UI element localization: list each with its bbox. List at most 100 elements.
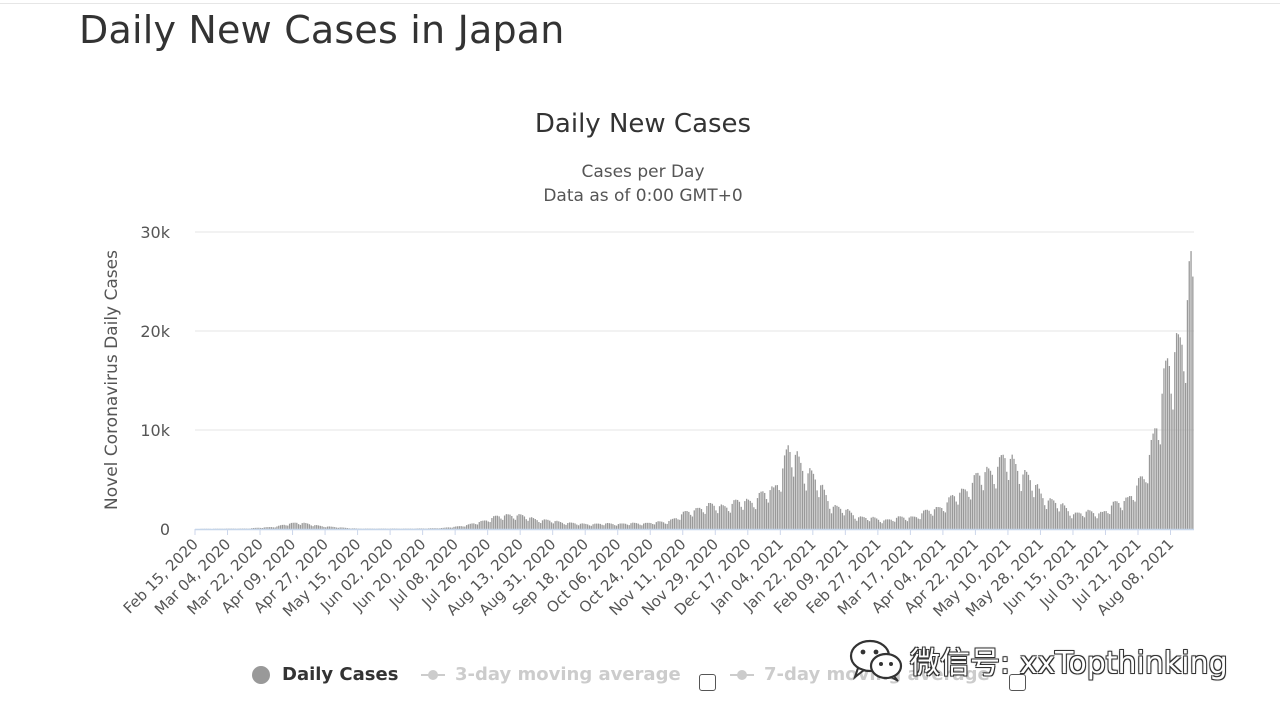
daily-case-bar[interactable] (841, 512, 844, 529)
daily-case-bar[interactable] (489, 522, 491, 529)
daily-case-bar[interactable] (1107, 513, 1109, 529)
daily-case-bar[interactable] (252, 527, 255, 529)
daily-case-bar[interactable] (959, 492, 961, 529)
daily-case-bar[interactable] (1085, 511, 1087, 529)
daily-case-bar[interactable] (294, 522, 296, 529)
daily-case-bar[interactable] (1132, 499, 1134, 529)
daily-case-bar[interactable] (1038, 488, 1040, 529)
daily-case-bar[interactable] (964, 489, 966, 529)
daily-case-bar[interactable] (335, 527, 338, 529)
daily-case-bar[interactable] (1065, 508, 1068, 529)
daily-case-bar[interactable] (337, 527, 340, 529)
daily-case-bar[interactable] (986, 466, 988, 529)
daily-case-bar[interactable] (733, 500, 735, 529)
daily-case-bar[interactable] (738, 501, 741, 529)
daily-case-bar[interactable] (941, 508, 943, 529)
daily-case-bar[interactable] (549, 520, 551, 529)
daily-case-bar[interactable] (787, 445, 789, 529)
daily-case-bar[interactable] (484, 520, 486, 529)
daily-case-bar[interactable] (870, 517, 872, 529)
daily-case-bar[interactable] (1071, 518, 1073, 529)
daily-case-bar[interactable] (910, 516, 912, 529)
daily-case-bar[interactable] (567, 523, 569, 529)
daily-case-bar[interactable] (449, 527, 452, 529)
daily-case-bar[interactable] (307, 523, 309, 529)
daily-case-bar[interactable] (507, 514, 509, 529)
daily-case-bar[interactable] (297, 524, 300, 529)
daily-case-bar[interactable] (561, 522, 564, 529)
daily-case-bar[interactable] (312, 526, 314, 529)
daily-case-bar[interactable] (917, 518, 919, 529)
daily-case-bar[interactable] (881, 523, 883, 529)
daily-case-bar[interactable] (993, 484, 995, 529)
daily-case-bar[interactable] (587, 524, 589, 529)
daily-case-bar[interactable] (1013, 458, 1015, 529)
daily-case-bar[interactable] (939, 507, 941, 529)
daily-case-bar[interactable] (352, 528, 354, 529)
daily-case-bar[interactable] (319, 525, 321, 529)
daily-case-bar[interactable] (699, 507, 701, 529)
daily-case-bar[interactable] (677, 519, 679, 529)
daily-case-bar[interactable] (447, 527, 450, 529)
daily-case-bar[interactable] (778, 490, 780, 529)
daily-case-bar[interactable] (1063, 505, 1066, 529)
daily-case-bar[interactable] (957, 504, 959, 529)
daily-case-bar[interactable] (717, 513, 719, 529)
daily-case-bar[interactable] (997, 466, 999, 529)
daily-case-bar[interactable] (1000, 455, 1002, 529)
daily-case-bar[interactable] (1016, 470, 1019, 529)
daily-case-bar[interactable] (1177, 334, 1180, 529)
daily-case-bar[interactable] (628, 525, 630, 529)
daily-case-bar[interactable] (1150, 439, 1152, 529)
daily-case-bar[interactable] (648, 522, 650, 529)
daily-case-bar[interactable] (816, 490, 818, 529)
daily-case-bar[interactable] (487, 521, 489, 529)
daily-case-bar[interactable] (1018, 483, 1021, 529)
daily-case-bar[interactable] (1072, 514, 1075, 529)
daily-case-bar[interactable] (500, 518, 502, 529)
daily-case-bar[interactable] (299, 524, 302, 529)
daily-case-bar[interactable] (852, 515, 854, 529)
daily-case-bar[interactable] (554, 521, 556, 529)
daily-case-bar[interactable] (498, 516, 500, 529)
daily-case-bar[interactable] (350, 528, 352, 529)
daily-case-bar[interactable] (1112, 501, 1115, 529)
daily-case-bar[interactable] (998, 457, 1001, 529)
daily-case-bar[interactable] (344, 527, 347, 529)
daily-case-bar[interactable] (962, 488, 965, 529)
daily-case-bar[interactable] (251, 528, 253, 529)
daily-case-bar[interactable] (1078, 512, 1080, 529)
daily-case-bar[interactable] (317, 525, 320, 529)
daily-case-bar[interactable] (928, 510, 930, 529)
daily-case-bar[interactable] (1179, 337, 1181, 529)
daily-case-bar[interactable] (588, 525, 591, 529)
daily-case-bar[interactable] (1127, 497, 1129, 529)
daily-case-bar[interactable] (485, 520, 488, 529)
daily-case-bar[interactable] (269, 527, 271, 529)
daily-case-bar[interactable] (776, 485, 778, 529)
daily-case-bar[interactable] (256, 527, 258, 529)
daily-case-bar[interactable] (863, 517, 865, 529)
daily-case-bar[interactable] (482, 520, 484, 529)
daily-case-bar[interactable] (451, 527, 453, 529)
daily-case-bar[interactable] (608, 523, 610, 529)
daily-case-bar[interactable] (343, 527, 345, 529)
daily-case-bar[interactable] (950, 495, 952, 529)
daily-case-bar[interactable] (773, 487, 775, 529)
daily-case-bar[interactable] (955, 501, 957, 529)
daily-case-bar[interactable] (422, 528, 424, 529)
daily-case-bar[interactable] (523, 516, 526, 529)
daily-case-bar[interactable] (536, 520, 538, 529)
daily-case-bar[interactable] (559, 522, 562, 529)
daily-case-bar[interactable] (809, 468, 811, 529)
daily-case-bar[interactable] (639, 524, 641, 529)
daily-case-bar[interactable] (1101, 511, 1104, 529)
daily-case-bar[interactable] (429, 528, 432, 529)
daily-case-bar[interactable] (599, 523, 601, 529)
daily-case-bar[interactable] (442, 527, 444, 529)
daily-case-bar[interactable] (785, 449, 788, 529)
daily-case-bar[interactable] (592, 524, 594, 529)
daily-case-bar[interactable] (552, 523, 554, 529)
daily-case-bar[interactable] (1125, 497, 1127, 529)
daily-case-bar[interactable] (531, 517, 533, 529)
